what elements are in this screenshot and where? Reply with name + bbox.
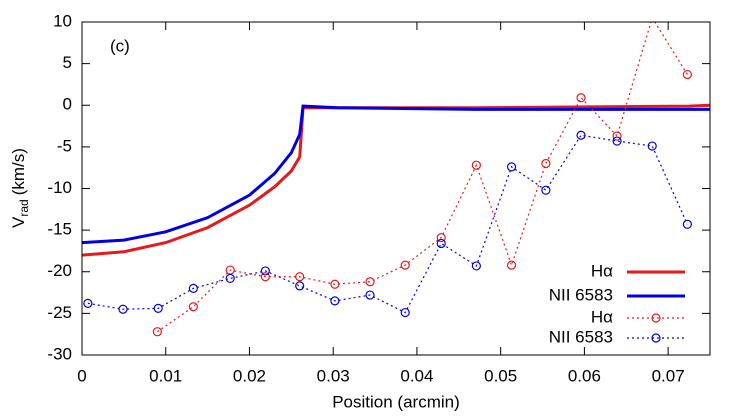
- data-point: [152, 327, 162, 337]
- data-point: [260, 272, 270, 282]
- panel-label: (c): [110, 36, 130, 55]
- x-tick-label: 0.01: [149, 366, 182, 385]
- data-point: [330, 279, 340, 289]
- data-point: [682, 219, 692, 229]
- data-point: [576, 93, 586, 103]
- data-point: [506, 162, 517, 172]
- data-point: [188, 283, 198, 293]
- y-tick-label: 10: [53, 11, 72, 30]
- y-tick-label: 0: [63, 95, 72, 114]
- data-point: [436, 233, 446, 243]
- series-dotted-line: [87, 134, 688, 314]
- data-point: [118, 304, 128, 314]
- plot-frame: [81, 21, 711, 356]
- data-point: [612, 131, 622, 141]
- y-axis-label: Vrad(km/s): [9, 148, 31, 228]
- x-tick-label: 0.06: [568, 366, 601, 385]
- x-tick-label: 0.03: [317, 366, 350, 385]
- data-point: [365, 290, 375, 300]
- series-dotted-line: [157, 22, 688, 333]
- data-point: [260, 266, 270, 276]
- y-tick-label: -15: [47, 220, 72, 239]
- data-point: [295, 272, 305, 282]
- x-tick-label: 0.05: [484, 366, 517, 385]
- x-axis-label: Position (arcmin): [332, 392, 460, 411]
- y-tick-label: -30: [47, 344, 72, 363]
- legend-label: NII 6583: [549, 285, 613, 304]
- data-point: [647, 141, 657, 151]
- data-point: [188, 302, 198, 312]
- legend-label: Hα: [591, 261, 613, 280]
- x-tick-label: 0.02: [233, 366, 266, 385]
- data-point: [506, 260, 517, 270]
- series-line: [82, 104, 710, 245]
- series-line: [82, 103, 710, 257]
- data-point: [541, 185, 551, 195]
- data-point: [612, 136, 622, 146]
- data-point: [400, 260, 410, 270]
- data-point: [576, 130, 586, 140]
- data-point: [400, 307, 410, 318]
- data-point: [83, 298, 93, 308]
- data-point: [650, 22, 655, 23]
- plot-area: [82, 22, 710, 337]
- y-tick-label: -10: [47, 178, 72, 197]
- data-point: [225, 273, 235, 284]
- y-tick-label: -25: [47, 303, 72, 322]
- legend-marker: [651, 313, 661, 323]
- y-tick-label: 5: [63, 53, 72, 72]
- legend-marker: [651, 333, 661, 343]
- legend-label: NII 6583: [549, 327, 613, 346]
- data-point: [541, 158, 551, 169]
- data-point: [682, 69, 692, 80]
- x-tick-label: 0: [77, 366, 86, 385]
- data-point: [436, 238, 446, 249]
- x-tick-label: 0.07: [652, 366, 685, 385]
- y-tick-label: -20: [47, 261, 72, 280]
- data-point: [471, 261, 481, 271]
- y-tick-label: -5: [57, 136, 72, 155]
- legend-label: Hα: [591, 307, 613, 326]
- data-point: [365, 277, 375, 287]
- data-point: [330, 296, 340, 306]
- data-point: [295, 281, 305, 291]
- x-tick-label: 0.04: [400, 366, 433, 385]
- data-point: [153, 303, 163, 313]
- data-point: [471, 160, 481, 170]
